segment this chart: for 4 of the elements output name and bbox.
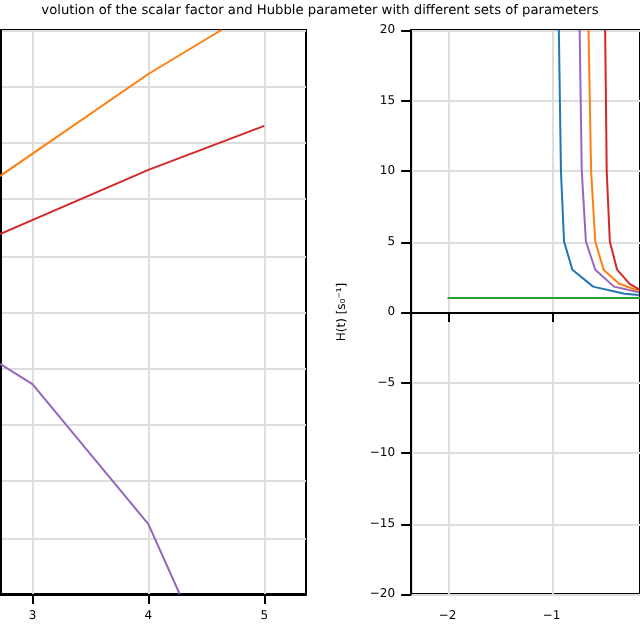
line-series: [604, 29, 640, 291]
line-series: [557, 29, 640, 297]
line-series: [587, 29, 640, 292]
line-series: [578, 29, 640, 294]
